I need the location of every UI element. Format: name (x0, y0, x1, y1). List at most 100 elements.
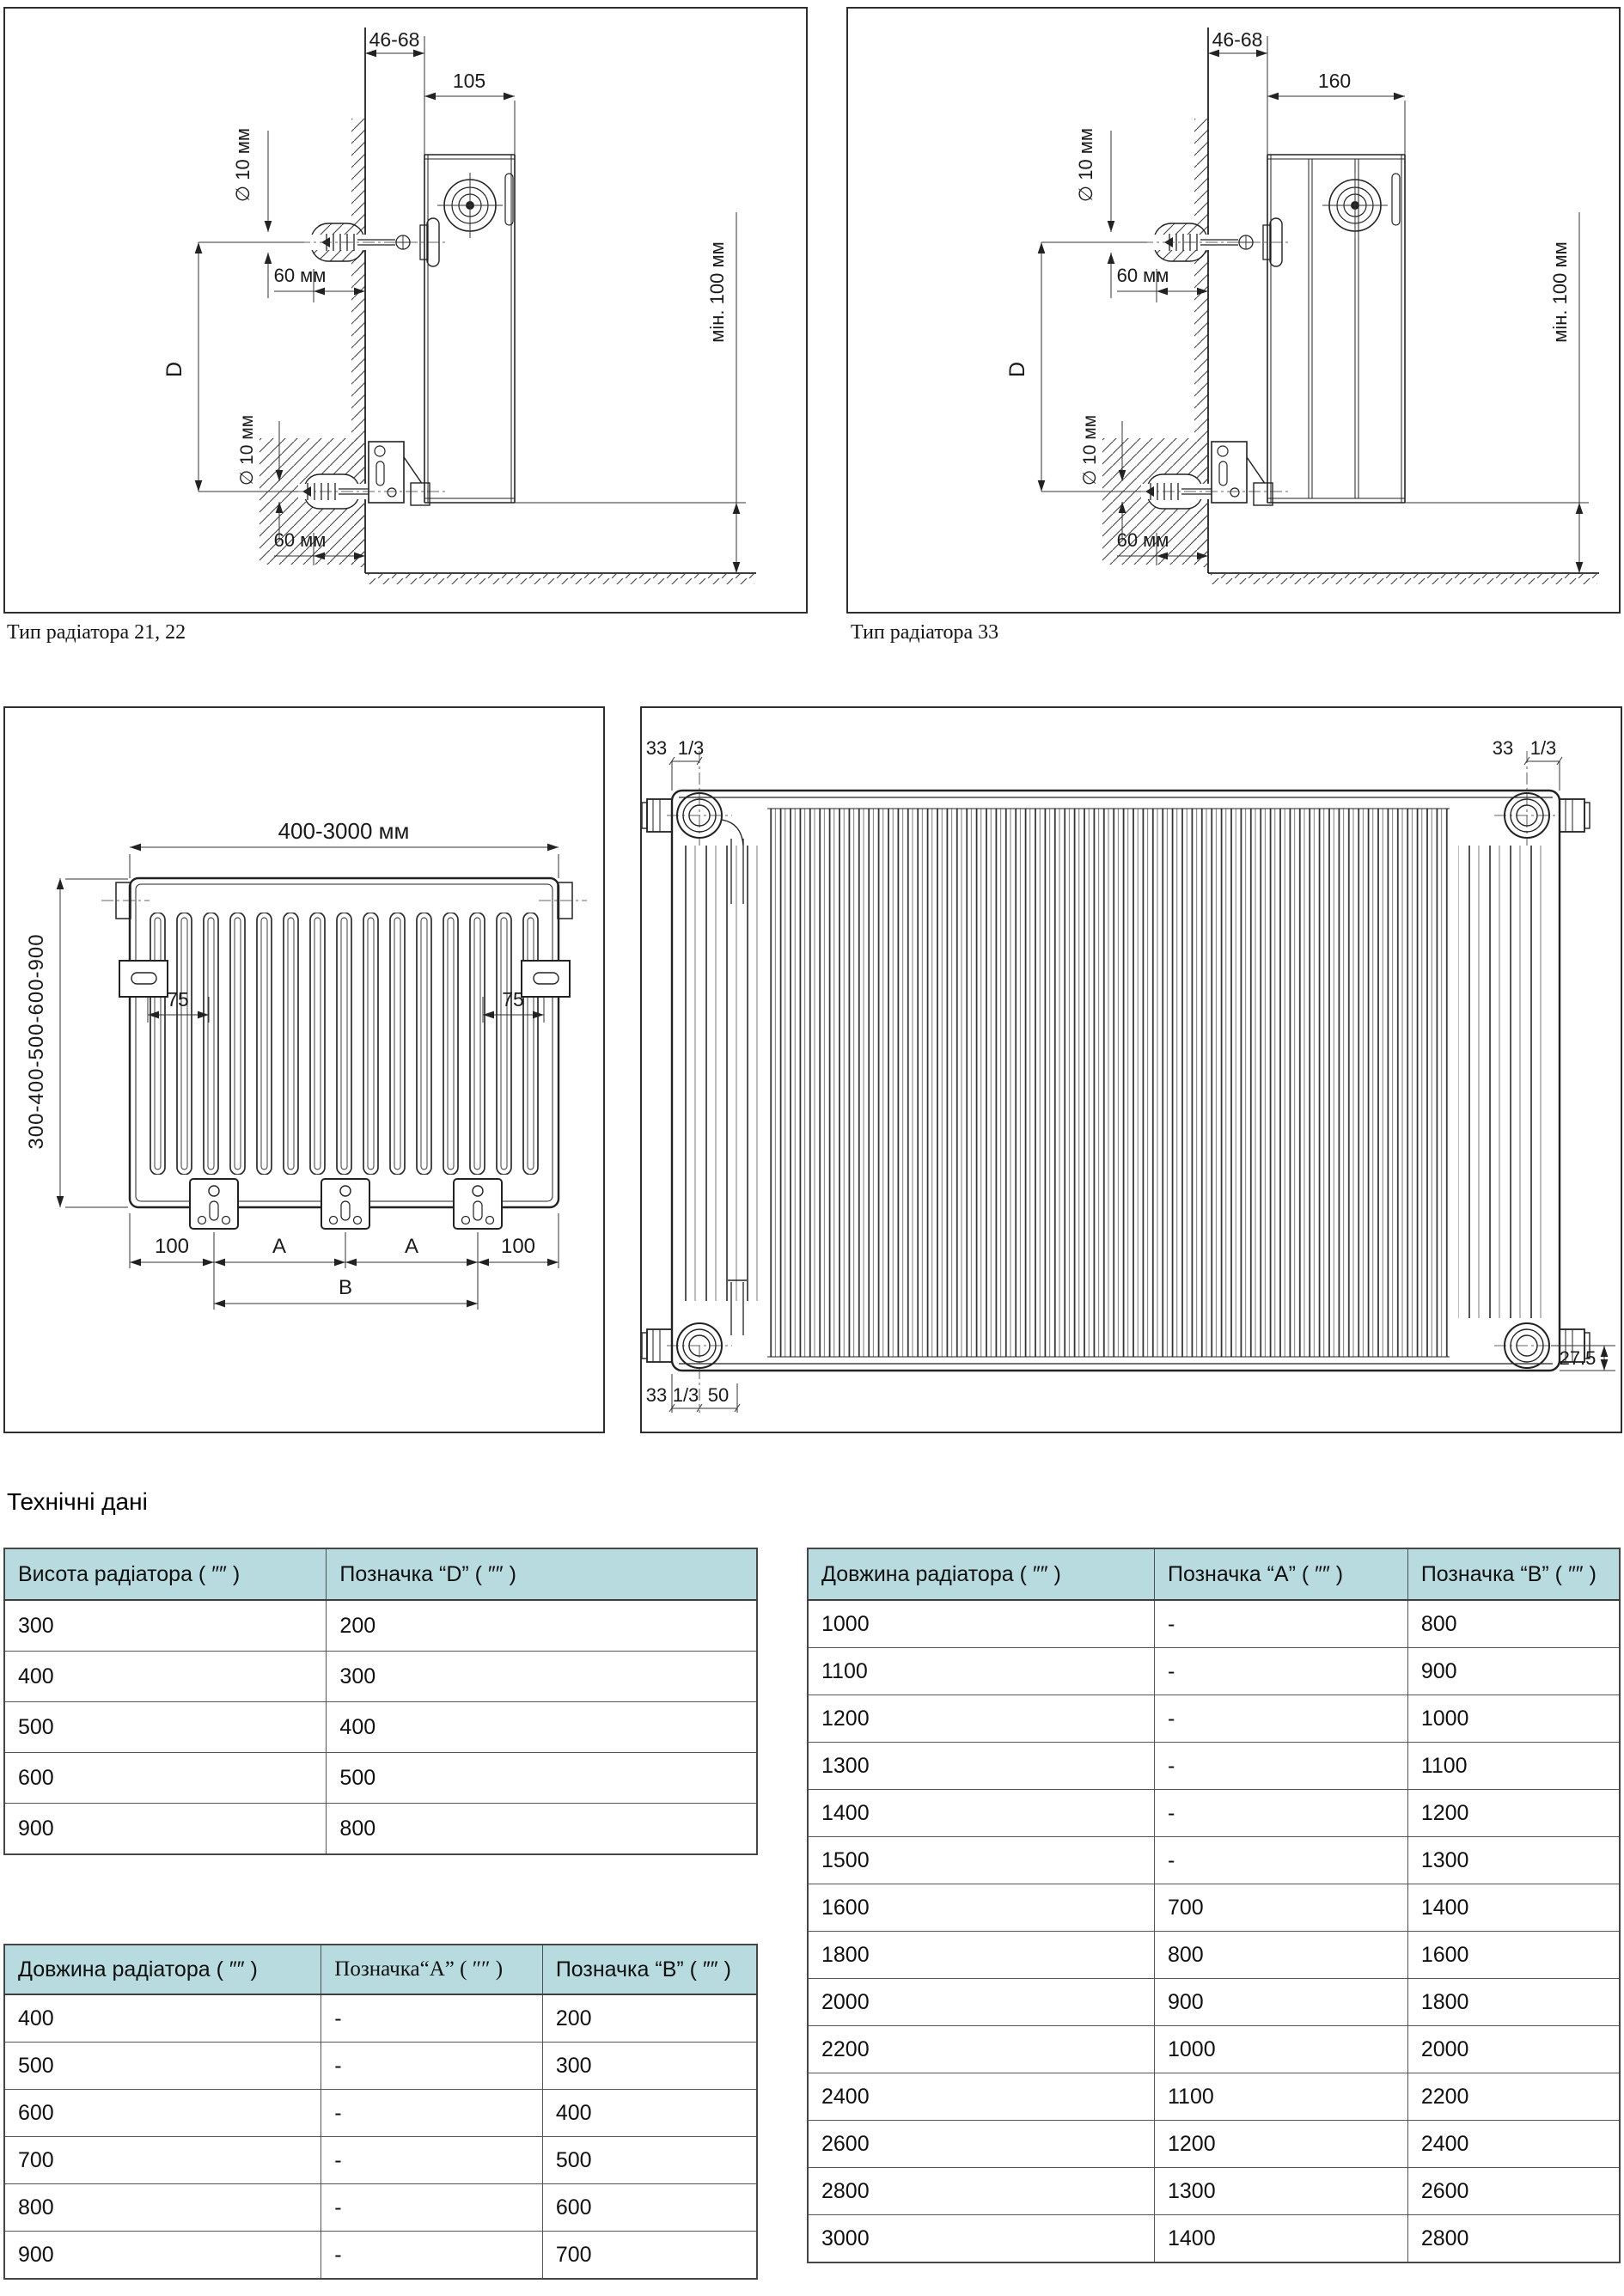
table-row: 1600 700 1400 (807, 1884, 1621, 1932)
table-row: 1500-1300 (807, 1836, 1621, 1884)
table-row: 1000-800 (807, 1599, 1621, 1648)
table-cell: 600 (541, 2183, 758, 2232)
dim-label-length: 400-3000 мм (278, 818, 410, 844)
table-cell: 1600 (807, 1884, 1155, 1932)
dim-label-bl-13: 1/3 (673, 1384, 699, 1406)
side-mount-diagram-type21-22: 105 (5, 9, 806, 612)
table-cell: 500 (3, 1701, 327, 1753)
table-row: 600 500 (3, 1752, 758, 1804)
table-cell: 1500 (807, 1836, 1155, 1884)
table-row: 1400-1200 (807, 1789, 1621, 1837)
table-header-row: Висота радіатора ( ″″ ) Позначка “D” ( ″″… (3, 1548, 758, 1601)
table-row: 1800 800 1600 (807, 1931, 1621, 1979)
table-cell: 1200 (1154, 2120, 1408, 2168)
table-length-ab-small: Довжина радіатора ( ″″ ) Позначка“А” ( ″″… (3, 1944, 758, 2280)
radiator-type33 (1267, 154, 1406, 504)
table-row: 500 400 (3, 1701, 758, 1753)
diagram-box-front-view: 400-3000 мм 300-400-500-600-900 (3, 706, 605, 1433)
radiator-type2122 (424, 154, 516, 504)
table-cell: 900 (1154, 1978, 1408, 2026)
table-cell: 700 (3, 2136, 322, 2184)
vent-slot (504, 173, 514, 226)
column-header: Позначка“А” ( ″″ ) (321, 1944, 543, 1995)
table-row: 2800 1300 2600 (807, 2167, 1621, 2215)
table-cell: 3000 (807, 2214, 1155, 2263)
table-row: 2200 1000 2000 (807, 2025, 1621, 2073)
table-cell: 2800 (807, 2167, 1155, 2215)
table-cell: 2200 (1407, 2073, 1621, 2121)
table-row: 400-200 (3, 1994, 758, 2043)
column-header: Позначка “В” ( ″″ ) (541, 1944, 758, 1995)
table-cell: 1200 (807, 1695, 1155, 1743)
table-cell: 200 (541, 1994, 758, 2043)
table-cell: 1400 (1154, 2214, 1408, 2263)
table-row: 800-600 (3, 2183, 758, 2232)
table-cell: 1400 (807, 1789, 1155, 1837)
table-cell: - (321, 2089, 543, 2137)
table-cell: 1600 (1407, 1931, 1621, 1979)
data-table: Довжина радіатора ( ″″ ) Позначка“А” ( ″″… (3, 1944, 758, 2280)
diagram-box-type21-22: 105 (3, 7, 808, 614)
dim-bottom-left: 33 1/3 50 (646, 1346, 741, 1413)
dim-label-tr-13: 1/3 (1530, 737, 1557, 759)
table-cell: 1100 (807, 1647, 1155, 1695)
table-cell: 500 (541, 2136, 758, 2184)
dim-heights: 300-400-500-600-900 (25, 878, 128, 1208)
table-row: 900 800 (3, 1803, 758, 1855)
table-cell: 700 (1154, 1884, 1408, 1932)
dim-label-tr-33: 33 (1493, 737, 1513, 759)
table-row: 1300-1100 (807, 1742, 1621, 1790)
table-cell: 1800 (1407, 1978, 1621, 2026)
table-row: 300 200 (3, 1599, 758, 1652)
table-cell: - (1154, 1789, 1408, 1837)
table-cell: 1800 (807, 1931, 1155, 1979)
side-mount-diagram-type33: 160 (848, 9, 1619, 612)
table-row: 2000 900 1800 (807, 1978, 1621, 2026)
table-cell: 600 (3, 1752, 327, 1804)
table-header-row: Довжина радіатора ( ″″ ) Позначка “А” ( ″… (807, 1548, 1621, 1601)
dim-label-bl-50: 50 (708, 1384, 729, 1406)
diagram-box-large-front: 33 1/3 33 1/3 33 1/3 50 (640, 706, 1622, 1433)
table-row: 900-700 (3, 2231, 758, 2280)
table-cell: 1000 (1154, 2025, 1408, 2073)
wall-bracket-left (119, 960, 168, 998)
dim-label-75-right: 75 (502, 988, 524, 1011)
table-cell: 800 (326, 1803, 758, 1855)
dim-label-bl-33: 33 (646, 1384, 667, 1406)
table-cell: 1100 (1154, 2073, 1408, 2121)
dim-label-tl-13: 1/3 (678, 737, 705, 759)
dim-bracket-75-right: 75 (482, 988, 545, 1023)
table-cell: 900 (1407, 1647, 1621, 1695)
column-header: Позначка “D” ( ″″ ) (326, 1548, 758, 1601)
table-cell: 1300 (807, 1742, 1155, 1790)
table-header-row: Довжина радіатора ( ″″ ) Позначка“А” ( ″″… (3, 1944, 758, 1995)
convection-fins (144, 913, 544, 1175)
table-cell: 800 (1407, 1599, 1621, 1648)
table-row: 2600 1200 2400 (807, 2120, 1621, 2168)
table-row: 600-400 (3, 2089, 758, 2137)
front-view-diagram: 400-3000 мм 300-400-500-600-900 (25, 818, 587, 1310)
table-row: 700-500 (3, 2136, 758, 2184)
table-cell: 400 (3, 1994, 322, 2043)
dim-label-a-right: A (405, 1235, 418, 1258)
dim-label-75-left: 75 (167, 988, 189, 1011)
table-cell: 1100 (1407, 1742, 1621, 1790)
valve-top-right-icon (1494, 792, 1590, 839)
dim-depth-160: 160 (1267, 70, 1589, 504)
radiator-body (670, 789, 1561, 1372)
dim-bottom-right: 27.5 (1551, 1345, 1615, 1371)
dim-label-br-275: 27.5 (1560, 1347, 1597, 1369)
table-cell: 2000 (807, 1978, 1155, 2026)
table-cell: - (1154, 1742, 1408, 1790)
table-height-d: Висота радіатора ( ″″ ) Позначка “D” ( ″″… (3, 1548, 758, 1855)
table-cell: - (1154, 1647, 1408, 1695)
dim-top-right: 33 1/3 (1493, 737, 1563, 846)
table-cell: 800 (1154, 1931, 1408, 1979)
table-row: 500-300 (3, 2042, 758, 2090)
radiator-front (101, 876, 587, 1209)
table-cell: 2400 (807, 2073, 1155, 2121)
table-cell: 800 (3, 2183, 322, 2232)
table-cell: - (321, 2183, 543, 2232)
table-cell: - (321, 2231, 543, 2280)
